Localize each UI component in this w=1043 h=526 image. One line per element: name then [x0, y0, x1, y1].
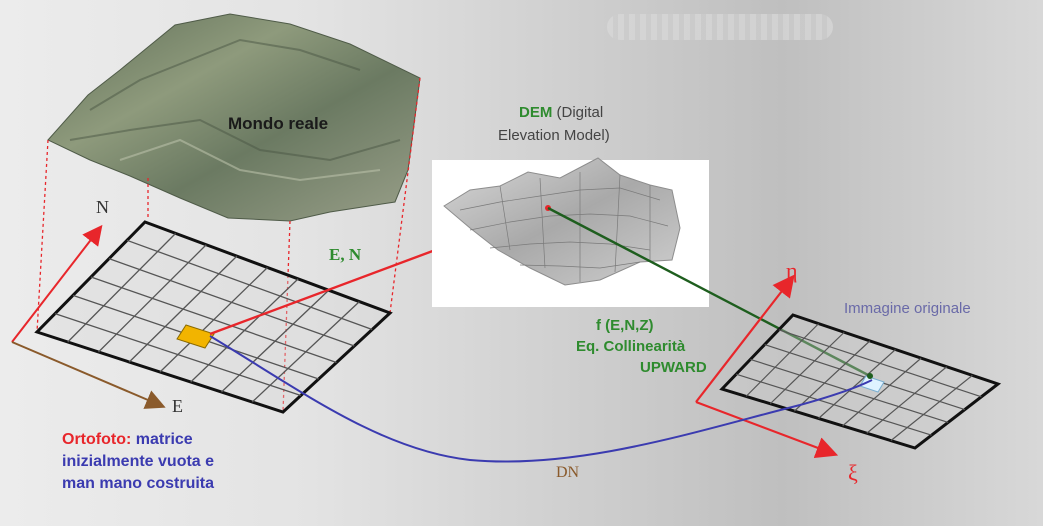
ortofoto-desc-2: inizialmente vuota e	[62, 453, 215, 470]
image-pixel	[859, 375, 885, 393]
xi-axis-label: ξ	[848, 460, 858, 485]
dem-panel	[432, 157, 709, 307]
upward-label: UPWARD	[640, 359, 707, 376]
dn-curve	[209, 335, 873, 463]
ortofoto-desc-3: man mano costruita	[62, 475, 215, 492]
eq-collinearita-label: Eq. Collinearità	[576, 338, 686, 355]
ortofoto-desc-1: matrice	[135, 431, 193, 448]
north-axis-label: N	[96, 197, 109, 217]
eta-axis-label: η	[786, 258, 798, 283]
grid-line	[54, 313, 302, 397]
grid-line	[818, 349, 896, 419]
grid-line	[750, 358, 949, 423]
ortofoto-title: Ortofoto:	[62, 431, 132, 448]
east-axis-label: E	[172, 396, 183, 416]
grid-line	[866, 366, 948, 434]
grid-line	[90, 276, 337, 364]
grid-line	[745, 323, 820, 397]
dem-desc-1: (Digital	[556, 104, 604, 121]
dn-label: DN	[556, 464, 580, 481]
grid-line	[778, 329, 982, 398]
grid-line	[842, 357, 922, 427]
grid-line	[764, 344, 965, 411]
en-coords-label: E, N	[329, 245, 362, 264]
f-enz-label: f (E,N,Z)	[596, 317, 654, 334]
collinearity-line	[547, 206, 871, 378]
grid-line	[793, 340, 871, 412]
projection-lines	[36, 77, 421, 413]
immagine-originale-label: Immagine originale	[844, 300, 971, 317]
grid-line	[890, 374, 973, 442]
grid-line	[736, 373, 932, 436]
ground-axes	[11, 224, 166, 409]
dem-abbr: DEM	[519, 104, 553, 121]
grid-line	[126, 239, 373, 331]
target-pixel	[176, 324, 215, 349]
mondo-reale-label: Mondo reale	[228, 114, 329, 133]
dem-title: DEM (Digital	[519, 104, 603, 121]
image-axes	[695, 274, 839, 459]
ortofoto-caption: Ortofoto: matrice inizialmente vuota e m…	[62, 429, 214, 495]
dem-desc-2: Elevation Model)	[498, 127, 610, 144]
original-image-grid	[719, 313, 1002, 450]
grid-line	[769, 331, 845, 405]
blurred-watermark	[607, 14, 833, 40]
grid-line	[108, 258, 355, 347]
orthophoto-grid	[34, 220, 393, 414]
